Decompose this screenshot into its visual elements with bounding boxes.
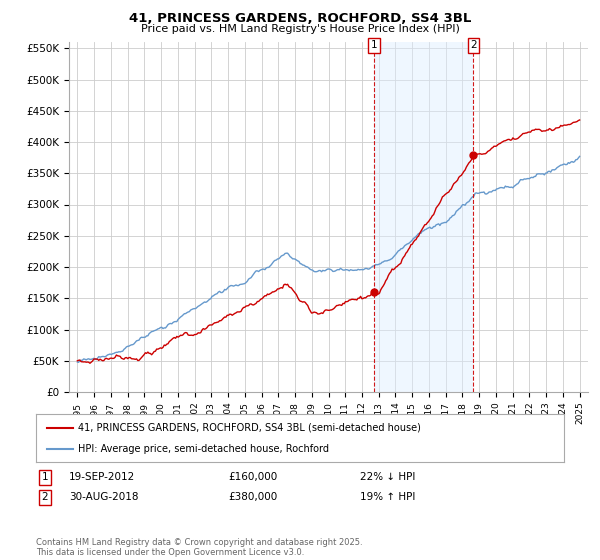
Text: 1: 1 xyxy=(41,472,49,482)
Text: 2: 2 xyxy=(470,40,477,50)
Text: HPI: Average price, semi-detached house, Rochford: HPI: Average price, semi-detached house,… xyxy=(78,444,329,454)
Text: Contains HM Land Registry data © Crown copyright and database right 2025.
This d: Contains HM Land Registry data © Crown c… xyxy=(36,538,362,557)
Text: 19% ↑ HPI: 19% ↑ HPI xyxy=(360,492,415,502)
Text: 30-AUG-2018: 30-AUG-2018 xyxy=(69,492,139,502)
Text: 2: 2 xyxy=(41,492,49,502)
Text: £160,000: £160,000 xyxy=(228,472,277,482)
Text: £380,000: £380,000 xyxy=(228,492,277,502)
Text: 19-SEP-2012: 19-SEP-2012 xyxy=(69,472,135,482)
Text: Price paid vs. HM Land Registry's House Price Index (HPI): Price paid vs. HM Land Registry's House … xyxy=(140,24,460,34)
Text: 1: 1 xyxy=(371,40,377,50)
Text: 41, PRINCESS GARDENS, ROCHFORD, SS4 3BL (semi-detached house): 41, PRINCESS GARDENS, ROCHFORD, SS4 3BL … xyxy=(78,423,421,433)
Text: 22% ↓ HPI: 22% ↓ HPI xyxy=(360,472,415,482)
Text: 41, PRINCESS GARDENS, ROCHFORD, SS4 3BL: 41, PRINCESS GARDENS, ROCHFORD, SS4 3BL xyxy=(129,12,471,25)
Bar xyxy=(374,42,473,392)
